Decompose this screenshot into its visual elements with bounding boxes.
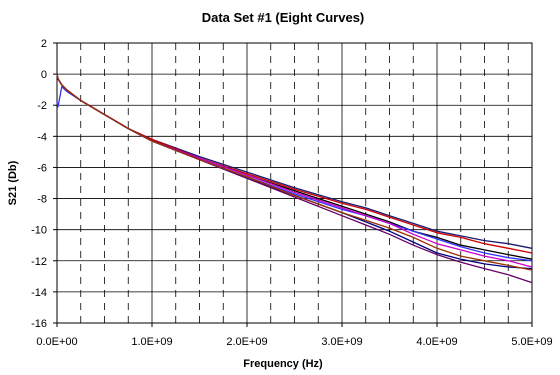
- series-line-8: [56, 73, 533, 271]
- y-tick-label: 2: [41, 38, 47, 50]
- y-tick-label: -14: [31, 287, 47, 299]
- y-tick-label: 0: [41, 69, 47, 81]
- series-line-4: [56, 85, 533, 262]
- y-tick-label: -4: [37, 131, 47, 143]
- y-tick-label: -16: [31, 318, 47, 330]
- x-tick-label: 1.0E+09: [131, 336, 172, 348]
- x-axis-ticks: 0.0E+00 1.0E+09 2.0E+09 3.0E+09 4.0E+09 5.0E+…: [36, 323, 553, 348]
- y-tick-label: -2: [37, 100, 47, 112]
- series-lines: [56, 73, 533, 284]
- y-tick-label: -6: [37, 162, 47, 174]
- x-tick-label: 0.0E+00: [36, 336, 77, 348]
- x-tick-label: 3.0E+09: [321, 336, 362, 348]
- chart-title: Data Set #1 (Eight Curves): [202, 10, 365, 25]
- y-axis-ticks: 2 0 -2 -4 -6 -8 -10 -12 -14 -16: [31, 38, 57, 330]
- x-axis-title: Frequency (Hz): [243, 358, 323, 370]
- y-tick-label: -8: [37, 194, 47, 206]
- x-tick-label: 2.0E+09: [226, 336, 267, 348]
- x-tick-label: 4.0E+09: [416, 336, 457, 348]
- x-tick-label: 5.0E+09: [511, 336, 552, 348]
- plot-area: [56, 42, 533, 324]
- minor-grid: [80, 43, 509, 323]
- y-axis-title: S21 (Db): [7, 160, 19, 205]
- y-tick-label: -10: [31, 225, 47, 237]
- y-tick-label: -12: [31, 256, 47, 268]
